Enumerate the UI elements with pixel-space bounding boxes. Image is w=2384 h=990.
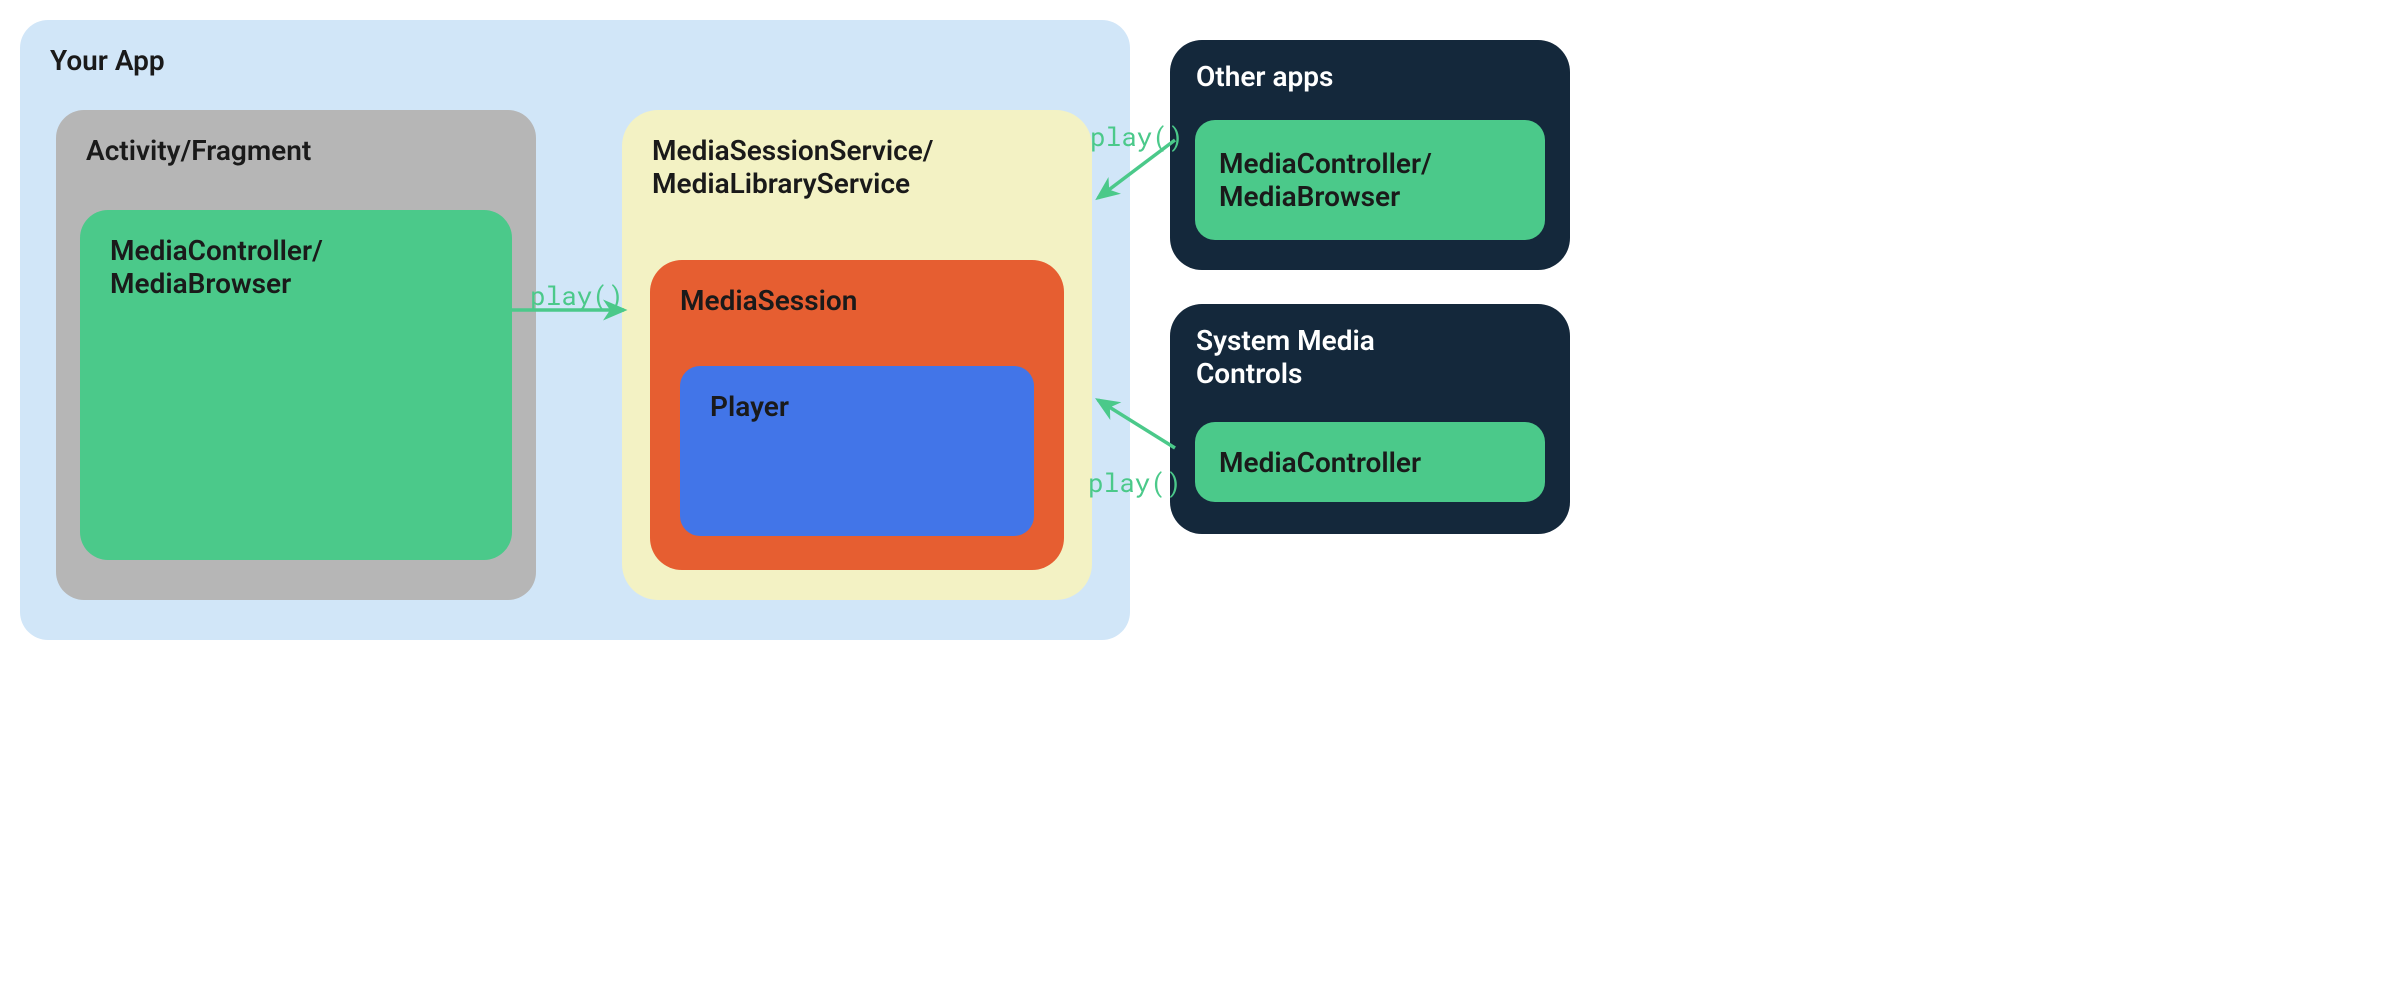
arrow-label-2: play() (1090, 120, 1184, 154)
arrow-label-1: play() (530, 279, 624, 313)
app-media-controller-title: MediaController/MediaBrowser (110, 234, 482, 300)
arrow-label-3: play() (1088, 466, 1182, 500)
player-title: Player (710, 390, 1004, 423)
system-controls-title: System MediaControls (1196, 324, 1544, 390)
player-box: Player (680, 366, 1034, 536)
diagram-canvas: Your App Activity/Fragment MediaControll… (20, 20, 1580, 680)
your-app-title: Your App (50, 44, 1100, 77)
app-media-controller-box: MediaController/MediaBrowser (80, 210, 512, 560)
other-apps-controller-box: MediaController/MediaBrowser (1195, 120, 1545, 240)
other-apps-title: Other apps (1196, 60, 1544, 93)
activity-fragment-title: Activity/Fragment (86, 134, 506, 167)
other-apps-controller-title: MediaController/MediaBrowser (1219, 147, 1432, 213)
media-service-title: MediaSessionService/MediaLibraryService (652, 134, 1062, 200)
system-controls-controller-box: MediaController (1195, 422, 1545, 502)
system-controls-controller-title: MediaController (1219, 446, 1421, 479)
media-session-title: MediaSession (680, 284, 1034, 317)
